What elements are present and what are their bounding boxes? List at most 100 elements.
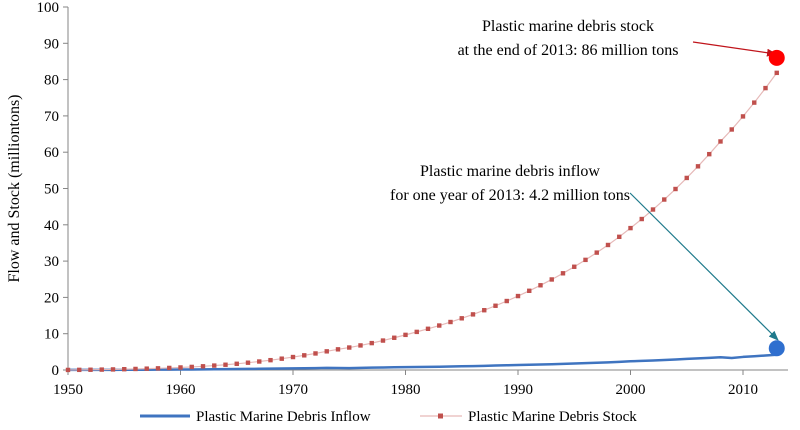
stock-point (752, 100, 757, 105)
stock-point (110, 367, 116, 372)
stock-point (673, 186, 678, 192)
stock-point (527, 288, 532, 293)
inflow-annotation-line-1: Plastic marine debris inflow (420, 163, 600, 180)
stock-point (662, 197, 667, 202)
stock-point (380, 338, 386, 343)
y-tick-label: 70 (44, 109, 59, 125)
y-tick-label: 30 (44, 254, 59, 270)
stock-point (88, 367, 93, 372)
x-tick-label: 1960 (166, 382, 196, 398)
stock-point (189, 364, 194, 370)
stock-annotation-line-2: at the end of 2013: 86 million tons (458, 42, 679, 59)
stock-point (617, 234, 622, 240)
stock-point (65, 367, 71, 373)
x-tick-label: 2010 (728, 382, 758, 398)
inflow-series (68, 353, 777, 372)
stock-point (403, 332, 408, 338)
stock-point (200, 364, 206, 369)
stock-end-marker (768, 49, 785, 66)
stock-point (707, 151, 712, 157)
y-tick-label: 20 (44, 290, 59, 306)
stock-point (515, 293, 521, 299)
stock-point (740, 114, 746, 119)
stock-series (65, 70, 779, 373)
stock-arrow (692, 41, 777, 57)
stock-point (133, 366, 138, 372)
stock-point (144, 366, 149, 371)
stock-point (538, 283, 543, 288)
stock-point (437, 323, 442, 328)
stock-point (392, 335, 397, 340)
stock-point (572, 264, 577, 269)
stock-point (313, 351, 318, 356)
y-axis-label: Flow and Stock (milliontons) (6, 95, 23, 283)
y-tick-label: 80 (44, 73, 59, 89)
stock-point (302, 353, 307, 358)
stock-point (425, 326, 431, 331)
stock-point (650, 207, 656, 212)
stock-line (67, 72, 778, 371)
stock-point (695, 164, 701, 169)
inflow-end-marker (768, 340, 785, 357)
stock-point (774, 70, 779, 76)
stock-point (594, 250, 599, 255)
stock-point (257, 359, 262, 364)
stock-point (549, 277, 554, 282)
inflow-arrow (629, 192, 779, 341)
stock-point (583, 257, 588, 263)
stock-point (234, 361, 239, 366)
annotations: Plastic marine debris stock at the end of… (390, 18, 785, 357)
inflow-annotation-line-2: for one year of 2013: 4.2 million tons (390, 187, 630, 204)
stock-point (504, 298, 509, 304)
stock-point (459, 316, 464, 321)
stock-point (77, 367, 82, 373)
stock-point (639, 216, 644, 222)
stock-point (290, 354, 296, 360)
y-tick-label: 90 (44, 36, 59, 52)
stock-point (324, 349, 329, 354)
y-tick-label: 60 (44, 145, 59, 161)
y-tick-label: 40 (44, 218, 59, 234)
y-tick-label: 50 (44, 182, 59, 198)
x-tick-label: 1970 (278, 382, 308, 398)
stock-point (178, 365, 183, 370)
stock-point (560, 271, 566, 276)
stock-point (245, 360, 251, 365)
axes: 0 10 20 30 40 50 60 70 80 90 100 1950 1960 1970 1980 19… (6, 0, 788, 398)
y-tick-label: 0 (52, 363, 60, 379)
x-tick-label: 1980 (391, 382, 421, 398)
stock-point (605, 242, 611, 248)
legend-stock-swatch-marker (438, 413, 443, 419)
stock-point (268, 357, 273, 363)
legend-inflow-label: Plastic Marine Debris Inflow (196, 409, 371, 425)
stock-point (369, 340, 374, 346)
x-tick-label: 1990 (503, 382, 533, 398)
stock-annotation-line-1: Plastic marine debris stock (482, 18, 654, 35)
legend-stock-label: Plastic Marine Debris Stock (468, 409, 637, 425)
stock-point (729, 127, 734, 132)
legend: Plastic Marine Debris Inflow Plastic Mari… (140, 409, 637, 425)
stock-point (358, 343, 363, 348)
y-tick-label: 10 (44, 327, 59, 343)
stock-point (414, 329, 419, 335)
stock-point (628, 225, 633, 231)
stock-point (279, 356, 284, 361)
stock-point (347, 345, 352, 350)
y-tick-label: 100 (37, 0, 60, 16)
stock-point (448, 319, 453, 325)
stock-point (470, 312, 476, 317)
stock-point (493, 303, 498, 308)
stock-point (223, 362, 228, 367)
stock-point (122, 367, 127, 372)
stock-point (99, 367, 104, 372)
stock-point (763, 85, 768, 91)
stock-point (335, 347, 341, 352)
stock-point (155, 366, 161, 371)
stock-point (718, 139, 723, 144)
inflow-line (68, 353, 777, 372)
stock-point (684, 175, 689, 181)
x-tick-label: 1950 (53, 382, 83, 398)
x-tick-label: 2000 (616, 382, 646, 398)
stock-point (482, 308, 487, 313)
